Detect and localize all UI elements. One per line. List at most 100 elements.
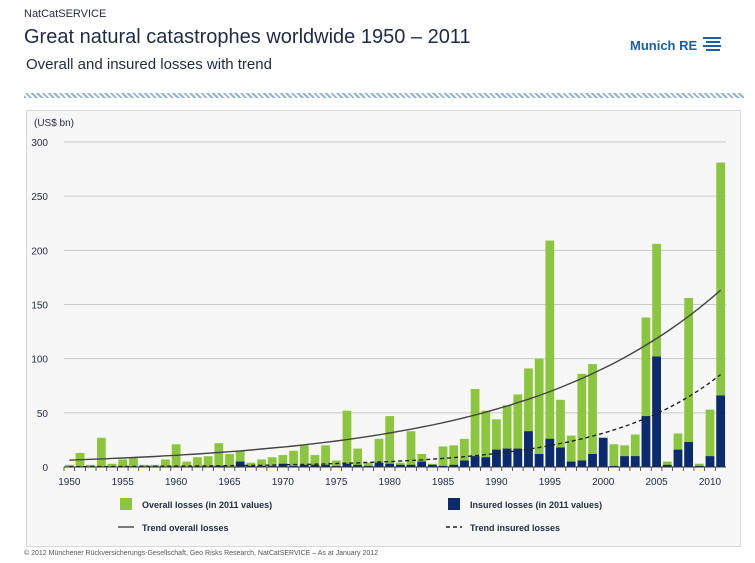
y-tick-label: 0 (42, 463, 48, 474)
overall-loss-bar (374, 438, 384, 467)
insured-loss-bar (299, 464, 309, 467)
x-tick-label: 1960 (165, 477, 188, 488)
insured-loss-bar (246, 465, 256, 467)
trend-insured-line (69, 373, 722, 468)
y-unit-label: (US$ bn) (34, 118, 74, 129)
brand-label: NatCatSERVICE (24, 8, 107, 20)
overall-loss-bar (534, 358, 544, 467)
insured-loss-bar (694, 465, 704, 467)
overall-loss-bar (385, 416, 395, 467)
overall-loss-bar (161, 459, 170, 467)
insured-loss-bar (577, 460, 587, 467)
y-tick-label: 150 (31, 301, 48, 312)
loss-chart: (US$ bn) 0 50 100 150 200 250 300 1950 1955 1960 1… (31, 118, 726, 533)
insured-loss-bar (267, 465, 277, 467)
overall-loss-bar (513, 394, 523, 467)
logo-text: Munich RE (630, 37, 698, 53)
overall-loss-bar (460, 438, 469, 467)
overall-loss-bar (129, 457, 138, 467)
insured-loss-bar (427, 464, 437, 467)
overall-loss-bar (481, 410, 491, 467)
overall-loss-bar (641, 317, 651, 467)
x-tick-label: 1950 (58, 477, 81, 488)
insured-loss-bar (524, 431, 533, 467)
x-tick-label: 1995 (539, 477, 562, 488)
trend-overall-line (69, 289, 722, 461)
insured-loss-bar (652, 356, 661, 467)
insured-loss-bar (235, 461, 245, 467)
overall-loss-bar (684, 298, 694, 467)
overall-loss-bar (363, 462, 373, 467)
x-tick-label: 2010 (699, 477, 722, 488)
overall-loss-bar (556, 399, 565, 467)
insured-loss-bar (545, 438, 555, 467)
insured-loss-bar (257, 465, 266, 467)
overall-loss-bar (694, 463, 704, 467)
x-tick-label: 1970 (272, 477, 295, 488)
insured-loss-bar (716, 395, 726, 467)
overall-loss-bar (214, 443, 224, 467)
overall-loss-bar (566, 435, 576, 467)
x-tick-label: 1975 (325, 477, 348, 488)
overall-loss-bar (492, 419, 501, 467)
insured-loss-bar (705, 456, 715, 467)
x-tick-label: 1965 (218, 477, 241, 488)
overall-loss-bar (577, 373, 587, 467)
insured-loss-bar (662, 464, 672, 467)
insured-loss-bar (321, 464, 330, 467)
overall-loss-bar (545, 240, 555, 467)
insured-loss-bar (513, 448, 523, 467)
overall-loss-bar (588, 364, 597, 467)
y-tick-label: 200 (31, 246, 48, 257)
insured-loss-bar (470, 456, 480, 467)
insured-loss-bar (460, 460, 469, 467)
x-tick-label: 1985 (432, 477, 455, 488)
overall-loss-bar (716, 162, 726, 468)
overall-loss-bar (502, 405, 512, 467)
overall-loss-bar (139, 464, 149, 467)
overall-loss-bar (182, 461, 192, 467)
overall-loss-bar (235, 450, 245, 467)
insured-loss-bar (609, 465, 619, 467)
legend-trend-insured-label: Trend insured losses (470, 523, 560, 533)
overall-loss-bar (321, 445, 330, 467)
overall-loss-bar (310, 455, 320, 467)
insured-loss-bar (492, 449, 501, 467)
insured-loss-bar (534, 454, 544, 467)
insured-loss-bar (556, 447, 565, 467)
insured-loss-bar (598, 437, 608, 467)
overall-loss-bar (395, 462, 405, 467)
overall-loss-bar (278, 455, 288, 467)
insured-loss-bar (641, 416, 651, 467)
y-tick-label: 50 (37, 409, 49, 420)
legend-insured-losses-swatch (448, 498, 460, 510)
legend-trend-overall-label: Trend overall losses (142, 523, 229, 533)
overall-loss-bar (225, 454, 234, 467)
insured-loss-bar (353, 464, 363, 467)
insured-loss-bar (406, 464, 416, 467)
overall-loss-bar (193, 457, 202, 467)
overall-loss-bar (118, 459, 128, 467)
x-tick-label: 1990 (485, 477, 508, 488)
overall-loss-bar (438, 446, 448, 467)
insured-loss-bar (502, 448, 512, 467)
chart-frame (26, 110, 741, 547)
overall-loss-bar (630, 434, 640, 467)
insured-loss-bar (684, 442, 694, 467)
legend-overall-losses-swatch (120, 498, 132, 510)
overall-loss-bar (299, 445, 309, 467)
overall-loss-bar (257, 459, 266, 467)
y-tick-label: 250 (31, 192, 48, 203)
insured-loss-bar (310, 464, 320, 467)
x-tick-label: 2005 (645, 477, 668, 488)
x-tick-label: 1980 (379, 477, 402, 488)
overall-loss-bar (246, 462, 256, 467)
overall-loss-bar (652, 243, 661, 467)
insured-loss-bar (417, 461, 427, 467)
overall-loss-bar (96, 437, 106, 467)
insured-loss-bar (374, 462, 384, 467)
footer-copyright: © 2012 Münchener Rückversicherungs-Gesel… (24, 550, 379, 557)
overall-loss-bar (662, 461, 672, 467)
overall-loss-bar (524, 368, 533, 467)
overall-loss-bar (107, 463, 117, 467)
